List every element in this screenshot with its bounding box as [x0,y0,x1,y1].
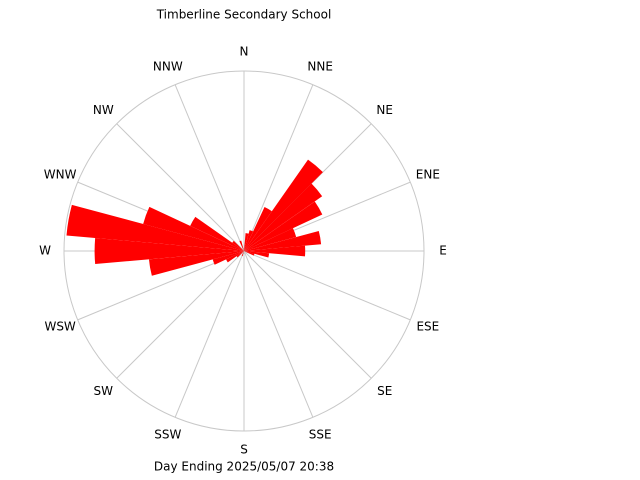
direction-label: ESE [416,320,439,334]
direction-label: WNW [44,167,77,181]
direction-label: E [439,244,447,258]
direction-label: SE [377,384,392,398]
spoke [174,250,245,418]
spoke [243,250,314,418]
chart-title: Timberline Secondary School [156,8,332,22]
direction-label: NNW [153,60,183,74]
wedge [212,251,244,265]
wedge [244,201,323,251]
direction-label: NNE [307,60,333,74]
wedge [244,230,322,251]
wedge [241,251,244,257]
direction-label: NW [93,103,114,117]
direction-label: WSW [44,320,75,334]
wedge [244,183,323,251]
spoke [243,250,411,321]
direction-label: W [39,244,51,258]
direction-label: S [240,443,248,457]
wedge [143,206,244,251]
spoke [243,84,314,252]
wedge [66,204,244,251]
wedge [244,206,272,251]
chart-subtitle: Day Ending 2025/05/07 20:38 [154,460,334,474]
wedge [232,240,244,251]
spoke [174,84,245,252]
wedge [148,251,244,276]
wedge [239,240,244,251]
spoke [116,123,245,252]
direction-label: ENE [416,167,440,181]
direction-label: NE [376,103,393,117]
direction-label: SSE [309,427,332,441]
wedge [244,251,255,256]
wedge [94,237,244,265]
direction-label: SW [94,384,114,398]
wedge [190,216,244,251]
wedge [244,251,270,258]
wedge [236,251,244,258]
wedge [244,228,297,251]
spoke [116,250,245,379]
wedge [244,159,323,251]
direction-label: N [240,45,249,59]
wedge [244,245,306,257]
spoke [243,250,372,379]
wedge [226,251,244,263]
direction-label: SSW [154,427,181,441]
wedge [244,230,254,251]
wedge [244,233,249,251]
